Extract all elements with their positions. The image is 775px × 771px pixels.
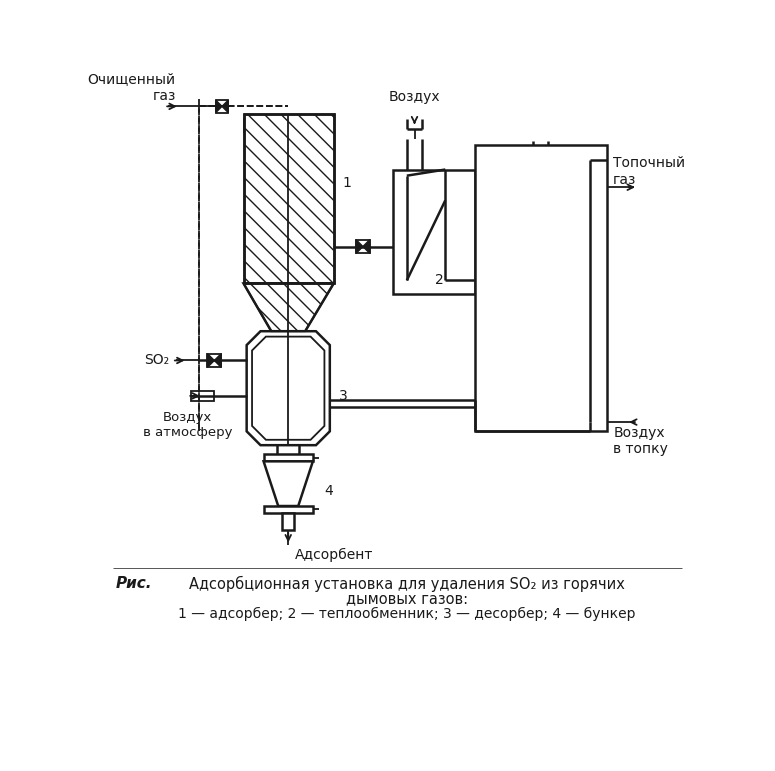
Polygon shape	[246, 332, 330, 445]
Bar	[208, 354, 221, 368]
Polygon shape	[264, 461, 313, 506]
Polygon shape	[215, 354, 221, 368]
Bar	[216, 100, 228, 113]
Text: Воздух
в топку: Воздух в топку	[613, 426, 668, 456]
Bar	[243, 114, 334, 284]
Polygon shape	[356, 240, 363, 254]
Text: 3: 3	[339, 389, 348, 403]
Text: Адсорбент: Адсорбент	[294, 547, 373, 562]
Text: 1: 1	[343, 177, 352, 190]
Bar	[282, 513, 294, 530]
Bar	[264, 506, 313, 513]
Polygon shape	[216, 100, 222, 113]
Bar	[264, 454, 313, 461]
Polygon shape	[208, 354, 215, 368]
Text: SO₂: SO₂	[144, 353, 170, 368]
Bar	[243, 114, 334, 284]
Text: 1 — адсорбер; 2 — теплообменник; 3 — десорбер; 4 — бункер: 1 — адсорбер; 2 — теплообменник; 3 — дес…	[178, 607, 636, 621]
Bar	[191, 390, 215, 401]
Text: Воздух
в атмосферу: Воздух в атмосферу	[143, 411, 232, 439]
Polygon shape	[243, 284, 334, 332]
Text: дымовых газов:: дымовых газов:	[346, 591, 468, 607]
Text: 2: 2	[436, 273, 444, 287]
Text: Очищенный
газ: Очищенный газ	[88, 72, 176, 103]
Polygon shape	[222, 100, 228, 113]
Text: Адсорбционная установка для удаления SO₂ из горячих: Адсорбционная установка для удаления SO₂…	[189, 576, 625, 592]
Text: 4: 4	[325, 484, 333, 498]
Bar	[393, 170, 474, 295]
Text: Воздух: Воздух	[389, 90, 440, 104]
Polygon shape	[363, 240, 370, 254]
Bar	[474, 145, 607, 431]
Bar	[356, 240, 370, 254]
Text: Топочный
газ: Топочный газ	[613, 157, 685, 187]
Text: Рис.: Рис.	[115, 576, 152, 591]
